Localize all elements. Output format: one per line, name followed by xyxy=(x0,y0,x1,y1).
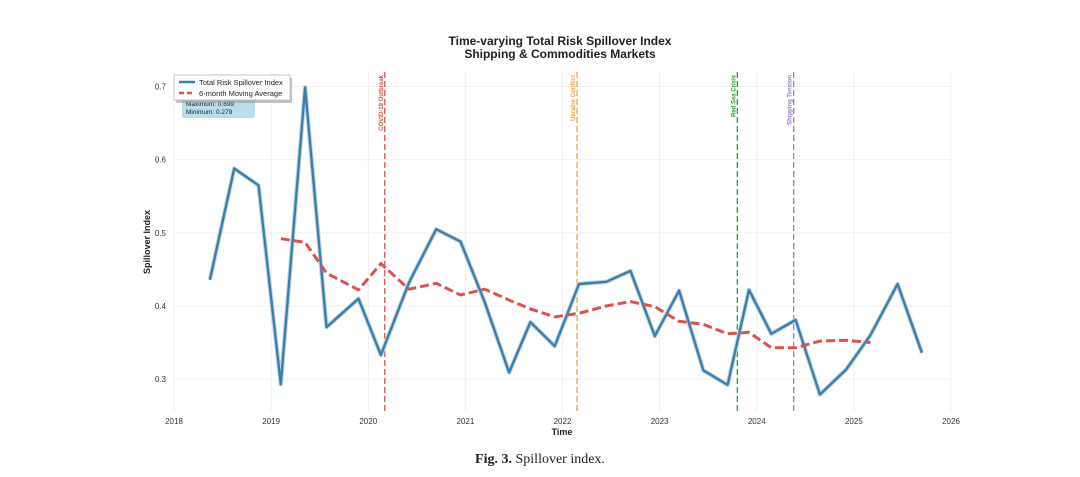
legend-box xyxy=(173,74,291,101)
x-axis-ticks: 2018 2019 2020 2021 2022 2023 2024 2025 2026 xyxy=(165,417,960,426)
legend-label-spillover: Total Risk Spillover Index xyxy=(199,78,283,87)
legend-label-moving-average: 6-month Moving Average xyxy=(199,89,282,98)
x-tick-label: 2018 xyxy=(165,417,183,426)
x-tick-label: 2022 xyxy=(554,417,572,426)
figure-caption: Fig. 3. Spillover index. xyxy=(0,452,1080,468)
caption-text: Spillover index. xyxy=(515,452,605,467)
grid xyxy=(173,72,952,412)
y-tick-label: 0.7 xyxy=(155,83,167,92)
x-tick-label: 2020 xyxy=(359,417,377,426)
y-tick-label: 0.4 xyxy=(155,302,167,311)
x-tick-label: 2026 xyxy=(942,417,960,426)
legend: Total Risk Spillover Index 6-month Movin… xyxy=(173,74,292,103)
series-group xyxy=(207,85,925,397)
chart-subtitle: Shipping & Commodities Markets xyxy=(464,47,656,61)
stats-min: Minimum: 0.279 xyxy=(186,109,233,116)
event-label: Ukraine Conflict xyxy=(571,75,577,121)
x-tick-label: 2024 xyxy=(748,417,766,426)
event-label: Shipping Tension xyxy=(788,75,794,125)
y-tick-label: 0.3 xyxy=(155,375,167,384)
y-axis-label: Spillover Index xyxy=(142,210,152,274)
spillover-chart: COVID-19 Outbreak Ukraine Conflict Red Sea… xyxy=(142,34,960,437)
moving-average-line xyxy=(280,237,871,350)
x-axis-label: Time xyxy=(552,427,573,437)
event-label: Red Sea Crisis xyxy=(731,74,737,117)
chart-title: Time-varying Total Risk Spillover Index xyxy=(449,34,672,48)
caption-label: Fig. 3. xyxy=(475,452,512,467)
x-tick-label: 2023 xyxy=(651,417,669,426)
event-lines: COVID-19 Outbreak Ukraine Conflict Red Sea… xyxy=(379,72,795,412)
y-tick-label: 0.6 xyxy=(155,156,167,165)
x-tick-label: 2021 xyxy=(456,417,474,426)
event-label: COVID-19 Outbreak xyxy=(379,74,385,130)
stats-max: Maximum: 0.699 xyxy=(186,101,234,108)
y-axis-ticks: 0.3 0.4 0.5 0.6 0.7 xyxy=(155,83,167,384)
x-tick-label: 2025 xyxy=(845,417,863,426)
x-tick-label: 2019 xyxy=(262,417,280,426)
y-tick-label: 0.5 xyxy=(155,229,167,238)
